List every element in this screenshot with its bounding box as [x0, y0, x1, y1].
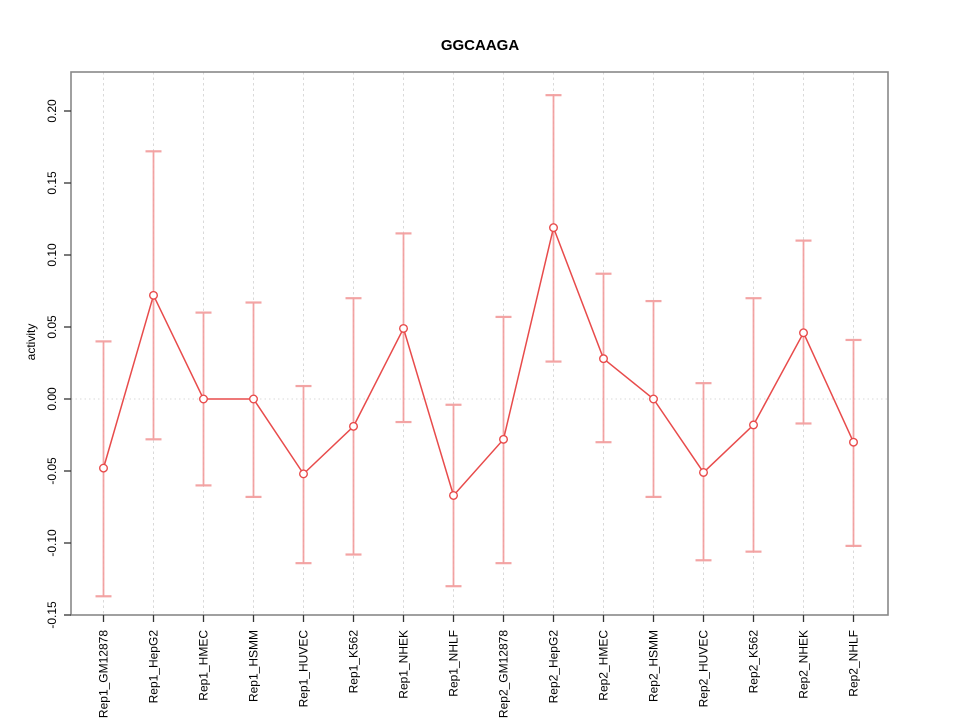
- data-point: [799, 328, 809, 338]
- y-tick-label: -0.10: [45, 529, 59, 557]
- data-point: [549, 223, 559, 233]
- series-line: [102, 225, 855, 497]
- data-point: [299, 469, 309, 479]
- x-tick-label: Rep2_NHEK: [797, 630, 811, 699]
- data-point: [198, 394, 208, 404]
- data-point: [98, 463, 108, 473]
- y-tick-label: 0.15: [45, 171, 59, 195]
- axes-layer: -0.15 -0.10 -0.05 0.00 0.05 0.10 0.15 0.20 Rep1_…: [45, 71, 889, 718]
- x-tick-label: Rep1_K562: [347, 630, 361, 694]
- chart-title: GGCAAGA: [441, 37, 520, 54]
- y-tick-label: -0.05: [45, 457, 59, 485]
- series-layer: [95, 94, 862, 598]
- y-tick-label: 0.10: [45, 243, 59, 267]
- x-tick-label: Rep1_HMEC: [197, 630, 211, 701]
- x-tick-label: Rep1_HepG2: [147, 630, 161, 704]
- x-tick-label: Rep2_NHLF: [847, 630, 861, 697]
- gridlines: [71, 72, 888, 615]
- x-tick-label: Rep2_GM12878: [497, 630, 511, 718]
- x-tick-label: Rep1_NHEK: [397, 630, 411, 699]
- x-tick-label: Rep1_NHLF: [447, 630, 461, 697]
- data-point: [349, 421, 359, 431]
- x-tick-label: Rep2_HMEC: [597, 630, 611, 701]
- plot-border: [70, 71, 889, 616]
- y-tick-label: -0.15: [45, 601, 59, 629]
- x-tick-label: Rep1_HUVEC: [297, 630, 311, 708]
- x-tick-label: Rep1_GM12878: [97, 630, 111, 718]
- data-point: [599, 354, 609, 364]
- x-tick-label: Rep1_HSMM: [247, 630, 261, 702]
- data-point: [749, 420, 759, 430]
- x-tick-label: Rep2_K562: [747, 630, 761, 694]
- x-tick-label: Rep2_HepG2: [547, 630, 561, 704]
- y-tick-label: 0.00: [45, 387, 59, 411]
- x-tick-label: Rep2_HUVEC: [697, 630, 711, 708]
- y-tick-label: 0.20: [45, 99, 59, 123]
- data-point: [499, 434, 509, 444]
- x-tick-label: Rep2_HSMM: [647, 630, 661, 702]
- data-point: [849, 437, 859, 447]
- data-point: [399, 323, 409, 333]
- data-point: [449, 490, 459, 500]
- data-point: [248, 394, 258, 404]
- data-point: [699, 467, 709, 477]
- y-axis-label: activity: [24, 324, 38, 361]
- data-point: [649, 394, 659, 404]
- data-point: [148, 290, 158, 300]
- y-tick-label: 0.05: [45, 315, 59, 339]
